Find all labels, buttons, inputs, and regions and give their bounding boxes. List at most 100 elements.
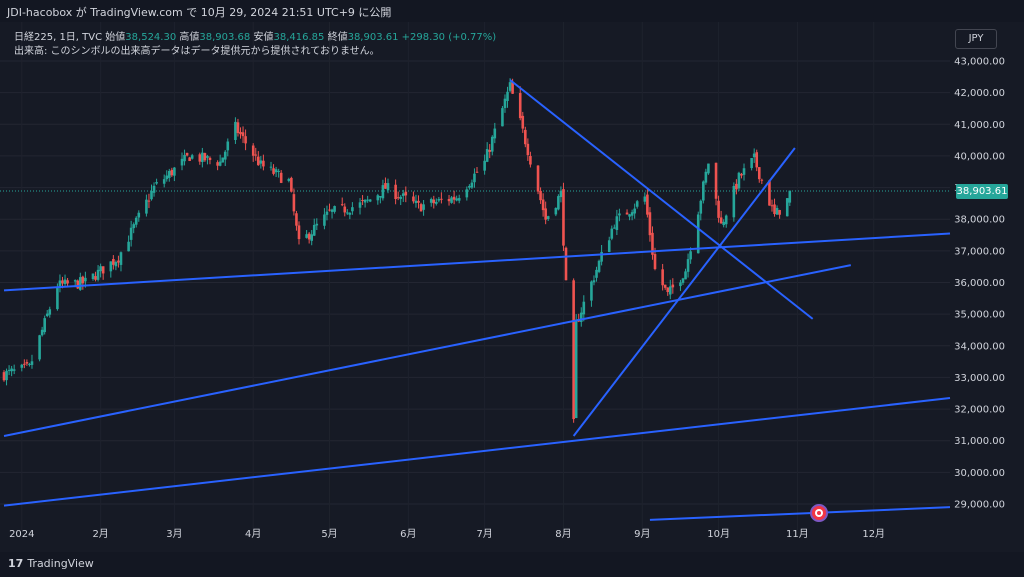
- candle: [435, 198, 438, 206]
- trendline[interactable]: [3, 232, 951, 292]
- candle: [559, 186, 563, 203]
- candle: [368, 199, 372, 203]
- candle: [101, 266, 105, 280]
- candle: [2, 370, 6, 382]
- candle: [279, 170, 283, 184]
- candle: [707, 163, 710, 175]
- candle: [287, 177, 291, 183]
- candle: [297, 221, 301, 245]
- symbol-label: 日経225, 1日, TVC: [14, 32, 103, 43]
- candle: [717, 195, 720, 223]
- candle: [625, 209, 629, 215]
- trendlines[interactable]: [3, 79, 951, 521]
- candle: [239, 127, 242, 139]
- y-tick-label: 41,000.00: [954, 120, 1005, 131]
- candle: [485, 142, 489, 163]
- currency-button[interactable]: JPY: [955, 29, 997, 49]
- candle: [162, 174, 166, 188]
- candle: [750, 158, 753, 171]
- candle: [236, 118, 240, 137]
- y-tick-label: 43,000.00: [954, 57, 1005, 68]
- candle: [702, 180, 705, 204]
- y-tick-label: 38,000.00: [954, 215, 1005, 226]
- x-tick-label: 2024: [9, 529, 34, 540]
- candle: [223, 150, 227, 166]
- candle: [490, 135, 494, 156]
- x-tick-label: 11月: [786, 528, 809, 540]
- candle: [696, 211, 700, 254]
- candle: [150, 184, 153, 201]
- candle: [109, 261, 113, 278]
- candle: [234, 117, 237, 144]
- candle: [399, 195, 403, 206]
- trendline[interactable]: [572, 147, 796, 437]
- close-label: 終値: [327, 32, 348, 43]
- candle: [277, 168, 280, 178]
- low-value: 38,416.85: [273, 32, 325, 43]
- candle: [310, 230, 314, 246]
- candle: [221, 157, 224, 163]
- candle: [76, 279, 80, 289]
- candle: [155, 178, 158, 185]
- candle: [615, 209, 619, 236]
- candle: [251, 143, 255, 162]
- candle: [607, 236, 611, 253]
- candle: [521, 111, 525, 133]
- candle: [554, 207, 558, 217]
- candle: [241, 126, 245, 143]
- candle: [643, 192, 647, 205]
- grid: [0, 22, 950, 530]
- candle: [699, 199, 703, 221]
- candle: [684, 268, 687, 280]
- candle: [384, 177, 387, 189]
- candle: [5, 368, 8, 386]
- candle: [218, 154, 222, 167]
- candle: [412, 191, 415, 204]
- candle: [526, 138, 530, 161]
- x-tick-label: 4月: [245, 528, 261, 540]
- y-tick-label: 30,000.00: [954, 468, 1005, 479]
- candle: [613, 224, 616, 229]
- candle: [666, 287, 670, 296]
- candle: [724, 214, 728, 228]
- x-tick-label: 12月: [862, 528, 885, 540]
- candle: [99, 263, 102, 278]
- candle: [775, 205, 779, 215]
- candle: [312, 218, 316, 237]
- candle: [180, 152, 184, 171]
- candle: [183, 149, 186, 166]
- candle: [518, 86, 522, 121]
- candle: [778, 209, 781, 219]
- candle: [788, 190, 792, 207]
- candle: [557, 194, 560, 211]
- candle: [216, 160, 219, 171]
- time-axis[interactable]: 2024 2月 3月 4月 5月 6月 7月 8月 9月 10月 11月 12月: [9, 528, 885, 540]
- price-axis[interactable]: 43,000.0042,000.0041,000.0040,000.0039,0…: [954, 57, 1005, 511]
- alert-marker-icon[interactable]: [810, 504, 828, 522]
- candle: [404, 186, 408, 203]
- tradingview-logo[interactable]: 17 TradingView: [8, 557, 94, 570]
- candlestick-chart[interactable]: 43,000.0042,000.0041,000.0040,000.0039,0…: [0, 22, 1024, 552]
- trendline[interactable]: [509, 79, 814, 320]
- candle: [483, 154, 486, 175]
- candle: [679, 279, 682, 291]
- candle: [361, 195, 364, 206]
- candle: [529, 151, 532, 168]
- candle: [295, 210, 298, 231]
- candle: [20, 363, 24, 372]
- candle: [768, 179, 771, 206]
- trendline[interactable]: [3, 264, 852, 437]
- candle: [78, 272, 82, 291]
- candle: [12, 364, 16, 375]
- candle: [452, 190, 456, 205]
- candle: [379, 196, 382, 204]
- trendline[interactable]: [3, 397, 951, 507]
- candle: [328, 203, 331, 212]
- candle: [226, 138, 230, 157]
- y-tick-label: 29,000.00: [954, 500, 1005, 511]
- x-tick-label: 8月: [555, 528, 571, 540]
- trendline[interactable]: [649, 506, 951, 521]
- candle: [10, 365, 13, 377]
- candle: [681, 277, 685, 285]
- candle: [132, 222, 135, 234]
